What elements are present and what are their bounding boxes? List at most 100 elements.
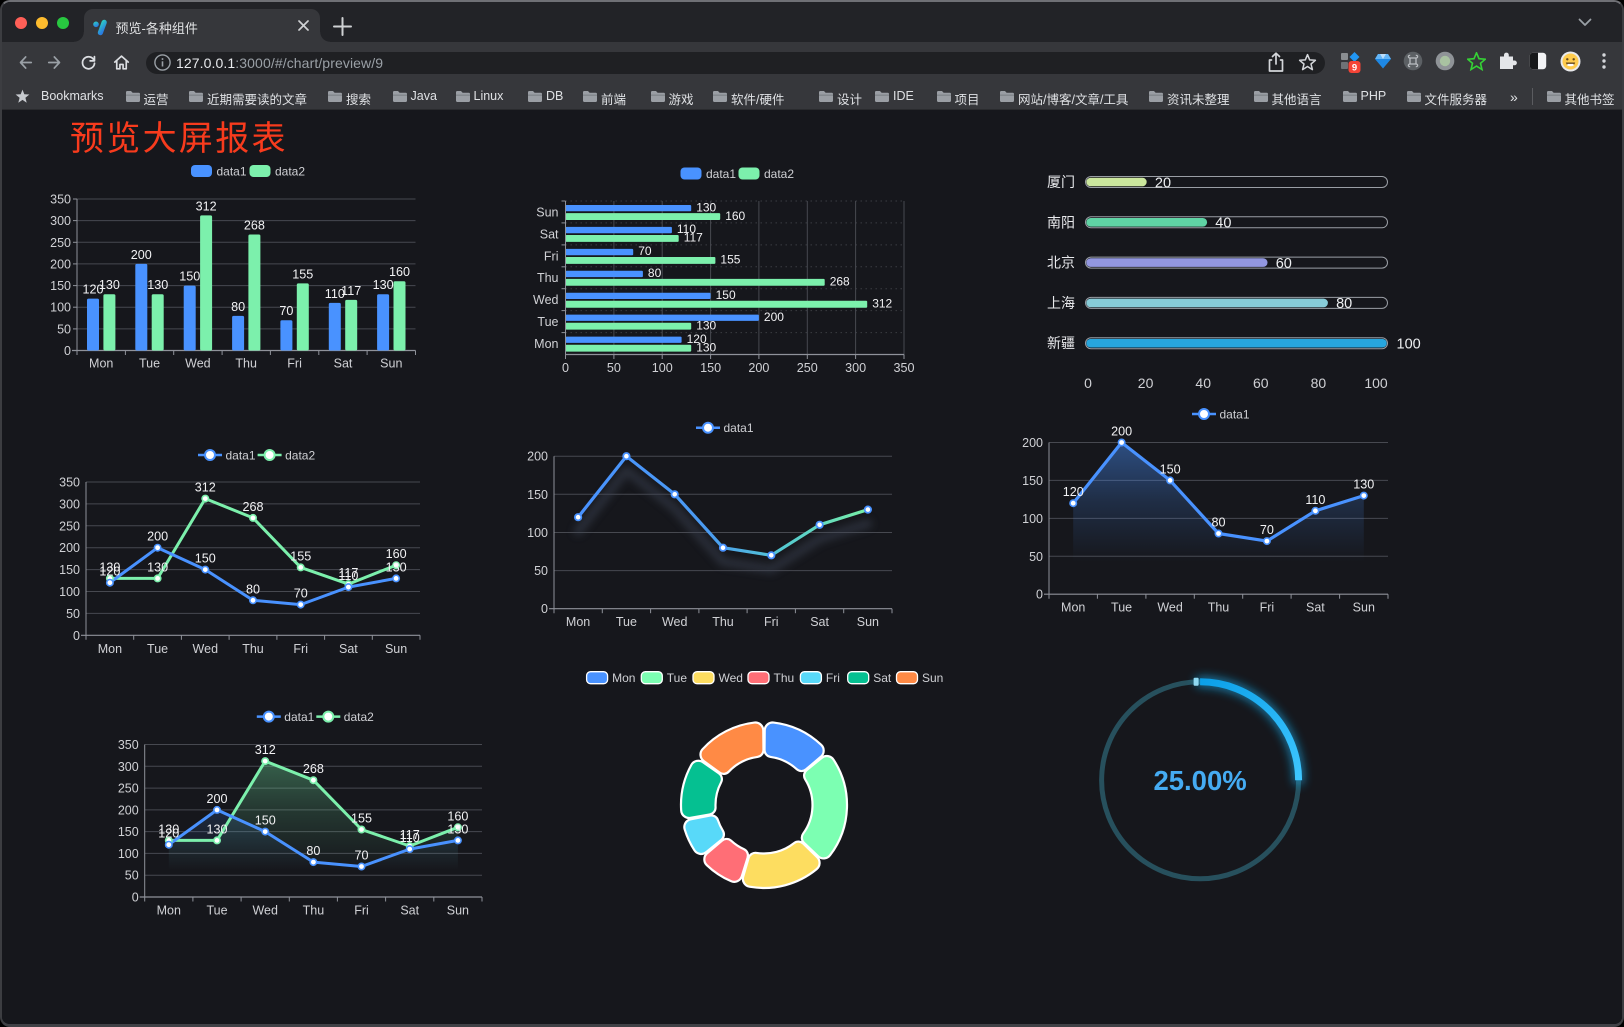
svg-text:200: 200 — [118, 803, 139, 817]
svg-text:120: 120 — [99, 565, 120, 579]
svg-text:50: 50 — [66, 607, 80, 621]
svg-text:268: 268 — [244, 219, 265, 233]
svg-text:Sat: Sat — [334, 357, 353, 371]
svg-text:130: 130 — [386, 560, 407, 574]
svg-text:Sat: Sat — [400, 904, 419, 918]
svg-text:150: 150 — [179, 270, 200, 284]
svg-text:70: 70 — [279, 304, 293, 318]
svg-text:70: 70 — [294, 587, 308, 601]
svg-text:130: 130 — [206, 822, 227, 836]
svg-text:155: 155 — [351, 812, 372, 826]
svg-text:200: 200 — [59, 541, 80, 555]
svg-text:Sun: Sun — [447, 904, 469, 918]
svg-text:312: 312 — [872, 297, 892, 311]
svg-text:Sun: Sun — [1353, 601, 1375, 615]
svg-text:data1: data1 — [724, 421, 754, 435]
svg-text:100: 100 — [652, 361, 673, 375]
svg-text:160: 160 — [386, 547, 407, 561]
svg-text:200: 200 — [131, 248, 152, 262]
svg-text:20: 20 — [1138, 375, 1154, 391]
svg-text:data1: data1 — [226, 448, 256, 462]
svg-text:Wed: Wed — [533, 293, 559, 307]
svg-text:110: 110 — [325, 287, 345, 301]
svg-text:Mon: Mon — [612, 671, 635, 685]
svg-text:350: 350 — [118, 738, 139, 752]
svg-text:117: 117 — [400, 828, 420, 842]
svg-text:Wed: Wed — [185, 357, 211, 371]
svg-text:120: 120 — [158, 827, 179, 841]
svg-text:Mon: Mon — [1061, 601, 1085, 615]
svg-text:25.00%: 25.00% — [1153, 765, 1246, 796]
svg-text:100: 100 — [527, 526, 548, 540]
svg-text:Thu: Thu — [242, 642, 264, 656]
svg-text:350: 350 — [893, 361, 914, 375]
svg-text:Sat: Sat — [540, 227, 559, 241]
svg-text:110: 110 — [400, 831, 420, 845]
svg-text:117: 117 — [684, 231, 703, 245]
svg-text:100: 100 — [118, 847, 139, 861]
svg-text:Fri: Fri — [826, 671, 840, 685]
svg-text:100: 100 — [1022, 512, 1043, 526]
svg-text:0: 0 — [132, 891, 139, 905]
svg-text:117: 117 — [338, 566, 358, 580]
svg-text:110: 110 — [677, 222, 696, 236]
svg-text:155: 155 — [292, 267, 313, 281]
svg-text:200: 200 — [1022, 436, 1043, 450]
svg-text:Tue: Tue — [1111, 601, 1132, 615]
svg-text:70: 70 — [1260, 523, 1274, 537]
svg-text:130: 130 — [99, 278, 120, 292]
svg-text:20: 20 — [1155, 175, 1171, 191]
svg-text:268: 268 — [303, 762, 324, 776]
svg-text:Sun: Sun — [380, 357, 402, 371]
svg-text:80: 80 — [648, 266, 662, 280]
svg-text:data1: data1 — [217, 165, 247, 179]
svg-text:250: 250 — [118, 782, 139, 796]
svg-text:北京: 北京 — [1047, 255, 1075, 271]
svg-text:110: 110 — [338, 569, 358, 583]
svg-text:250: 250 — [59, 519, 80, 533]
svg-text:130: 130 — [147, 278, 168, 292]
svg-text:Sat: Sat — [810, 615, 829, 629]
svg-text:100: 100 — [1397, 337, 1421, 353]
svg-text:data1: data1 — [1220, 407, 1250, 421]
svg-text:268: 268 — [242, 500, 263, 514]
svg-text:117: 117 — [341, 284, 361, 298]
svg-text:130: 130 — [373, 278, 394, 292]
svg-text:110: 110 — [1305, 493, 1325, 507]
svg-text:130: 130 — [447, 822, 468, 836]
svg-text:Mon: Mon — [157, 904, 181, 918]
svg-text:data2: data2 — [275, 165, 305, 179]
svg-text:40: 40 — [1215, 216, 1231, 232]
svg-text:80: 80 — [1336, 296, 1352, 312]
svg-text:80: 80 — [306, 844, 320, 858]
svg-text:50: 50 — [1029, 550, 1043, 564]
svg-text:data1: data1 — [284, 710, 314, 724]
svg-text:Mon: Mon — [534, 337, 558, 351]
svg-text:40: 40 — [1195, 375, 1211, 391]
svg-text:0: 0 — [73, 629, 80, 643]
svg-text:150: 150 — [118, 825, 139, 839]
svg-text:新疆: 新疆 — [1047, 335, 1075, 351]
svg-text:Tue: Tue — [139, 357, 160, 371]
svg-text:Wed: Wed — [252, 904, 278, 918]
svg-text:200: 200 — [206, 792, 227, 806]
svg-text:312: 312 — [255, 743, 276, 757]
svg-text:160: 160 — [447, 809, 468, 823]
svg-text:300: 300 — [845, 361, 866, 375]
svg-text:80: 80 — [246, 582, 260, 596]
svg-text:150: 150 — [59, 563, 80, 577]
svg-text:200: 200 — [50, 257, 71, 271]
svg-text:160: 160 — [389, 265, 410, 279]
svg-text:312: 312 — [195, 481, 216, 495]
svg-text:Thu: Thu — [1208, 601, 1230, 615]
svg-text:100: 100 — [59, 585, 80, 599]
svg-text:150: 150 — [50, 279, 71, 293]
svg-text:Mon: Mon — [89, 357, 113, 371]
svg-text:200: 200 — [764, 310, 784, 324]
svg-text:Sun: Sun — [536, 206, 558, 220]
svg-text:Wed: Wed — [719, 671, 743, 685]
svg-text:130: 130 — [1353, 478, 1374, 492]
svg-text:Tue: Tue — [616, 615, 637, 629]
svg-text:Tue: Tue — [147, 642, 168, 656]
svg-text:80: 80 — [231, 300, 245, 314]
